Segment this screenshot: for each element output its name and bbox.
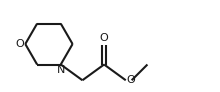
Text: O: O [16,39,24,49]
Text: O: O [100,33,108,43]
Text: O: O [127,75,136,85]
Text: N: N [57,66,65,75]
